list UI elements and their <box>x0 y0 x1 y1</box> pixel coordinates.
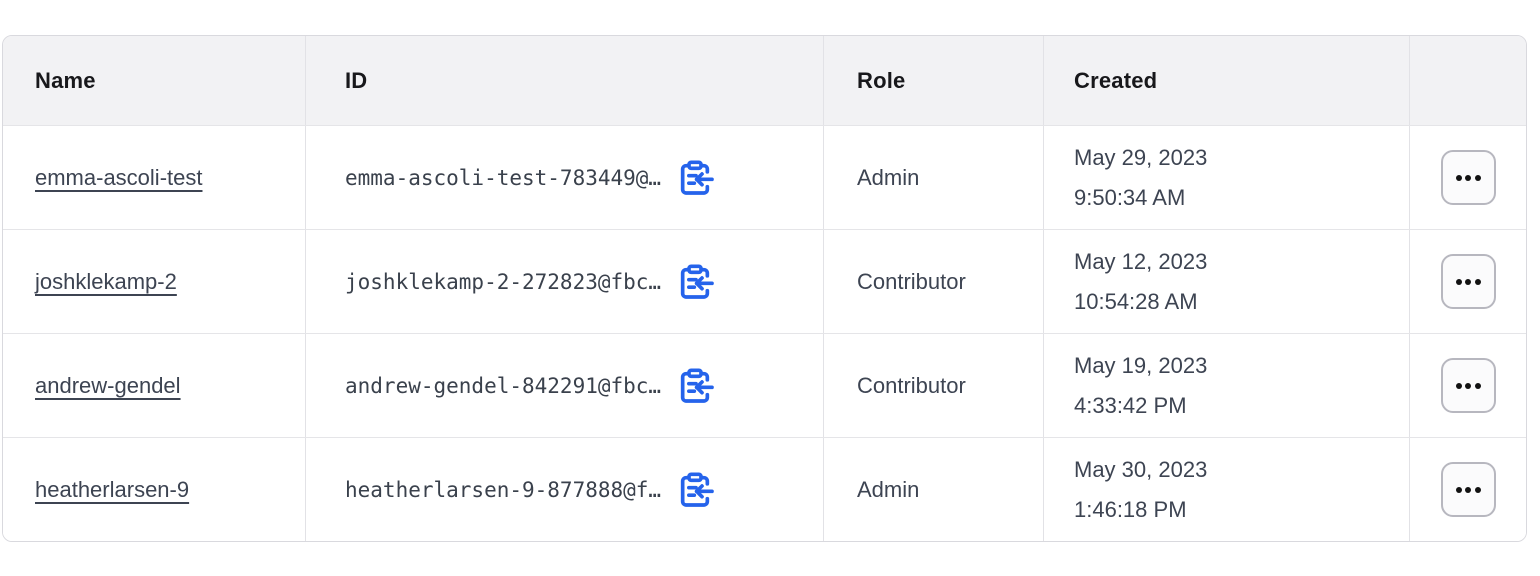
created-date-text: May 19, 2023 <box>1074 352 1208 378</box>
id-cell: emma-ascoli-test-783449@… <box>305 126 823 229</box>
name-cell: joshklekamp-2 <box>3 230 305 333</box>
table-row: emma-ascoli-test emma-ascoli-test-783449… <box>3 125 1526 229</box>
user-id-text: emma-ascoli-test-783449@… <box>345 165 662 190</box>
users-table: Name ID Role Created emma-ascoli-test em… <box>2 35 1527 542</box>
actions-cell <box>1409 438 1526 541</box>
ellipsis-icon <box>1465 486 1471 493</box>
role-cell: Contributor <box>823 334 1043 437</box>
user-name-link[interactable]: heatherlarsen-9 <box>35 476 190 502</box>
created-date-text: May 30, 2023 <box>1074 456 1208 482</box>
column-header-actions <box>1409 36 1526 125</box>
actions-cell <box>1409 126 1526 229</box>
role-text: Admin <box>857 164 920 190</box>
role-cell: Admin <box>823 126 1043 229</box>
row-actions-button[interactable] <box>1440 358 1496 413</box>
created-date-text: May 29, 2023 <box>1074 144 1208 170</box>
ellipsis-icon <box>1455 486 1462 493</box>
copy-id-icon[interactable] <box>675 158 715 198</box>
ellipsis-icon <box>1465 278 1471 285</box>
name-cell: andrew-gendel <box>3 334 305 437</box>
created-cell: May 19, 2023 4:33:42 PM <box>1043 334 1409 437</box>
column-header-created: Created <box>1043 36 1409 125</box>
ellipsis-icon <box>1465 382 1471 389</box>
created-cell: May 30, 2023 1:46:18 PM <box>1043 438 1409 541</box>
role-text: Contributor <box>857 268 966 294</box>
role-text: Admin <box>857 476 920 502</box>
table-row: andrew-gendel andrew-gendel-842291@fbc… … <box>3 333 1526 437</box>
header-row: Name ID Role Created <box>3 36 1526 125</box>
id-cell: heatherlarsen-9-877888@f… <box>305 438 823 541</box>
table-body: emma-ascoli-test emma-ascoli-test-783449… <box>3 125 1526 541</box>
ellipsis-icon <box>1455 382 1462 389</box>
name-cell: heatherlarsen-9 <box>3 438 305 541</box>
role-text: Contributor <box>857 372 966 398</box>
row-actions-button[interactable] <box>1440 254 1496 309</box>
created-cell: May 12, 2023 10:54:28 AM <box>1043 230 1409 333</box>
ellipsis-icon <box>1474 382 1481 389</box>
ellipsis-icon <box>1455 278 1462 285</box>
column-header-id: ID <box>305 36 823 125</box>
column-header-role: Role <box>823 36 1043 125</box>
copy-id-icon[interactable] <box>675 470 715 510</box>
user-name-link[interactable]: andrew-gendel <box>35 372 181 398</box>
ellipsis-icon <box>1474 278 1481 285</box>
column-header-name: Name <box>3 36 305 125</box>
created-time-text: 10:54:28 AM <box>1074 288 1198 314</box>
user-id-text: heatherlarsen-9-877888@f… <box>345 477 662 502</box>
table-row: heatherlarsen-9 heatherlarsen-9-877888@f… <box>3 437 1526 541</box>
ellipsis-icon <box>1455 174 1462 181</box>
row-actions-button[interactable] <box>1440 462 1496 517</box>
table-row: joshklekamp-2 joshklekamp-2-272823@fbc… … <box>3 229 1526 333</box>
copy-id-icon[interactable] <box>675 262 715 302</box>
role-cell: Admin <box>823 438 1043 541</box>
id-cell: joshklekamp-2-272823@fbc… <box>305 230 823 333</box>
user-name-link[interactable]: joshklekamp-2 <box>35 268 177 294</box>
column-header-label: ID <box>345 67 368 93</box>
column-header-label: Role <box>857 67 906 93</box>
created-time-text: 1:46:18 PM <box>1074 496 1187 522</box>
id-cell: andrew-gendel-842291@fbc… <box>305 334 823 437</box>
column-header-label: Created <box>1074 67 1158 93</box>
name-cell: emma-ascoli-test <box>3 126 305 229</box>
created-date-text: May 12, 2023 <box>1074 248 1208 274</box>
created-time-text: 4:33:42 PM <box>1074 392 1187 418</box>
created-time-text: 9:50:34 AM <box>1074 184 1186 210</box>
actions-cell <box>1409 334 1526 437</box>
ellipsis-icon <box>1465 174 1471 181</box>
column-header-label: Name <box>35 67 96 93</box>
created-cell: May 29, 2023 9:50:34 AM <box>1043 126 1409 229</box>
user-id-text: andrew-gendel-842291@fbc… <box>345 373 662 398</box>
ellipsis-icon <box>1474 174 1481 181</box>
user-name-link[interactable]: emma-ascoli-test <box>35 164 203 190</box>
copy-id-icon[interactable] <box>675 366 715 406</box>
ellipsis-icon <box>1474 486 1481 493</box>
table-header: Name ID Role Created <box>3 36 1526 125</box>
role-cell: Contributor <box>823 230 1043 333</box>
row-actions-button[interactable] <box>1440 150 1496 205</box>
actions-cell <box>1409 230 1526 333</box>
user-id-text: joshklekamp-2-272823@fbc… <box>345 269 662 294</box>
